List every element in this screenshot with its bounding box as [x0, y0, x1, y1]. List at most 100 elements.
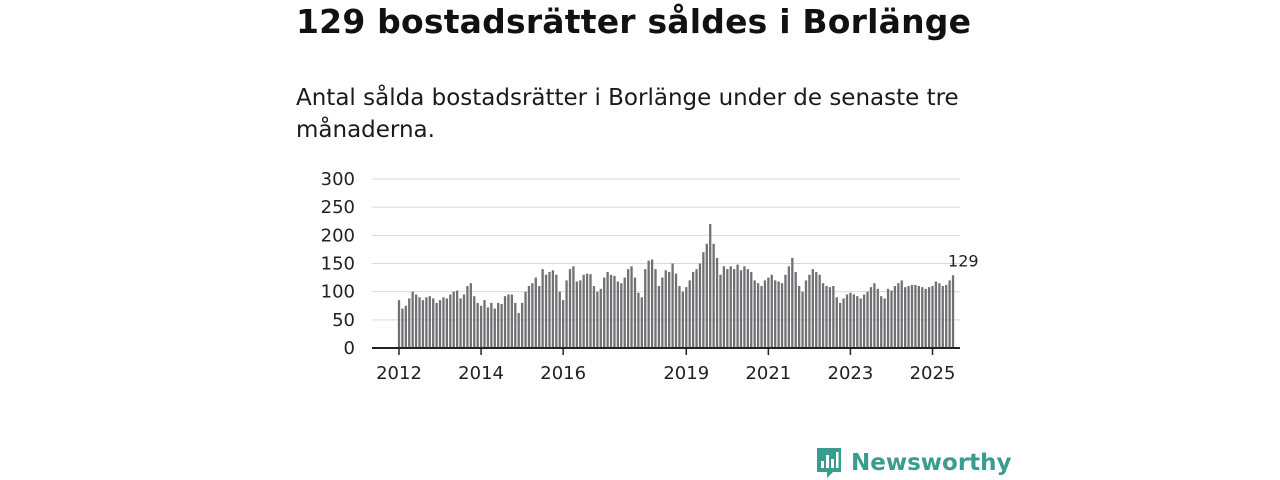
bar: [784, 274, 787, 348]
bar: [897, 283, 900, 348]
bar: [630, 266, 633, 348]
bar: [862, 294, 866, 348]
bar: [900, 280, 903, 348]
bar: [435, 302, 438, 348]
bar: [616, 281, 620, 348]
bar: [917, 286, 920, 348]
bar: [927, 287, 931, 348]
bar: [883, 298, 886, 348]
bar: [500, 304, 503, 348]
bar: [780, 283, 784, 348]
bar: [743, 266, 746, 348]
x-tick-label: 2016: [540, 363, 586, 384]
bar: [763, 280, 767, 348]
bar: [623, 277, 626, 348]
bar: [907, 286, 910, 348]
bar: [603, 277, 606, 348]
bar: [418, 297, 421, 348]
bar: [890, 290, 893, 348]
bar: [425, 297, 428, 348]
bar: [839, 302, 842, 348]
bar: [876, 288, 879, 348]
bar: [691, 271, 695, 348]
bar: [702, 252, 705, 348]
bar: [534, 277, 537, 348]
y-tick-label: 200: [321, 225, 355, 246]
newsworthy-icon: [817, 448, 841, 478]
bar: [750, 271, 753, 348]
bar: [845, 294, 849, 348]
bar: [503, 296, 507, 348]
bar: [647, 260, 650, 348]
y-tick-label: 150: [321, 254, 355, 275]
bar: [548, 271, 551, 348]
bar: [432, 298, 435, 348]
bar: [493, 308, 496, 348]
bar: [640, 297, 643, 348]
bar: [685, 287, 688, 348]
bar: [726, 269, 729, 348]
bar: [767, 277, 770, 348]
x-tick-label: 2023: [828, 363, 874, 384]
page-title: 129 bostadsrätter såldes i Borlänge: [296, 2, 972, 41]
bar: [774, 280, 777, 348]
bar: [411, 291, 414, 348]
newsworthy-logo: Newsworthy: [815, 446, 1012, 480]
bar: [606, 271, 609, 348]
bar: [715, 257, 719, 348]
bar: [497, 302, 500, 348]
annotations: 129: [948, 251, 979, 270]
bar: [596, 291, 599, 348]
x-tick-label: 2014: [458, 363, 504, 384]
bar: [736, 264, 739, 348]
bar: [479, 305, 483, 348]
bar: [709, 224, 712, 348]
bar: [633, 277, 637, 348]
bar: [722, 266, 726, 348]
bar: [421, 300, 425, 348]
bar: [873, 283, 876, 348]
bar: [517, 313, 520, 348]
bar: [428, 296, 431, 348]
bar: [452, 291, 455, 348]
bar: [787, 266, 791, 348]
chart-subtitle: Antal sålda bostadsrätter i Borlänge und…: [296, 85, 959, 143]
bar: [941, 286, 944, 348]
bar: [705, 243, 708, 348]
bar: [832, 286, 835, 348]
bar: [555, 274, 558, 348]
bar: [948, 280, 951, 348]
bar: [664, 270, 667, 348]
bar: [931, 286, 934, 348]
x-tick-label: 2019: [663, 363, 709, 384]
bar: [589, 274, 592, 348]
bar: [821, 283, 825, 348]
bar: [473, 296, 476, 348]
bar: [866, 291, 869, 348]
bar: [859, 298, 862, 348]
bar: [661, 277, 664, 348]
bar: [681, 291, 685, 348]
bar: [849, 292, 852, 348]
bar: [592, 286, 596, 348]
bar: [729, 266, 732, 348]
bar: [801, 291, 804, 348]
bar: [739, 270, 743, 348]
bar: [818, 274, 821, 348]
bar: [797, 286, 801, 348]
bar: [626, 269, 630, 348]
bar: [585, 273, 589, 348]
y-tick-label: 0: [344, 338, 355, 359]
bar: [476, 302, 479, 348]
bar: [938, 283, 941, 348]
bar: [524, 291, 527, 348]
bar: [886, 288, 890, 348]
bar: [869, 287, 873, 348]
x-tick-label: 2025: [910, 363, 956, 384]
bar: [815, 271, 818, 348]
bar: [842, 298, 845, 348]
bar: [753, 280, 756, 348]
bar: [914, 284, 917, 348]
bar: [828, 287, 832, 348]
brand-name: Newsworthy: [851, 450, 1012, 476]
